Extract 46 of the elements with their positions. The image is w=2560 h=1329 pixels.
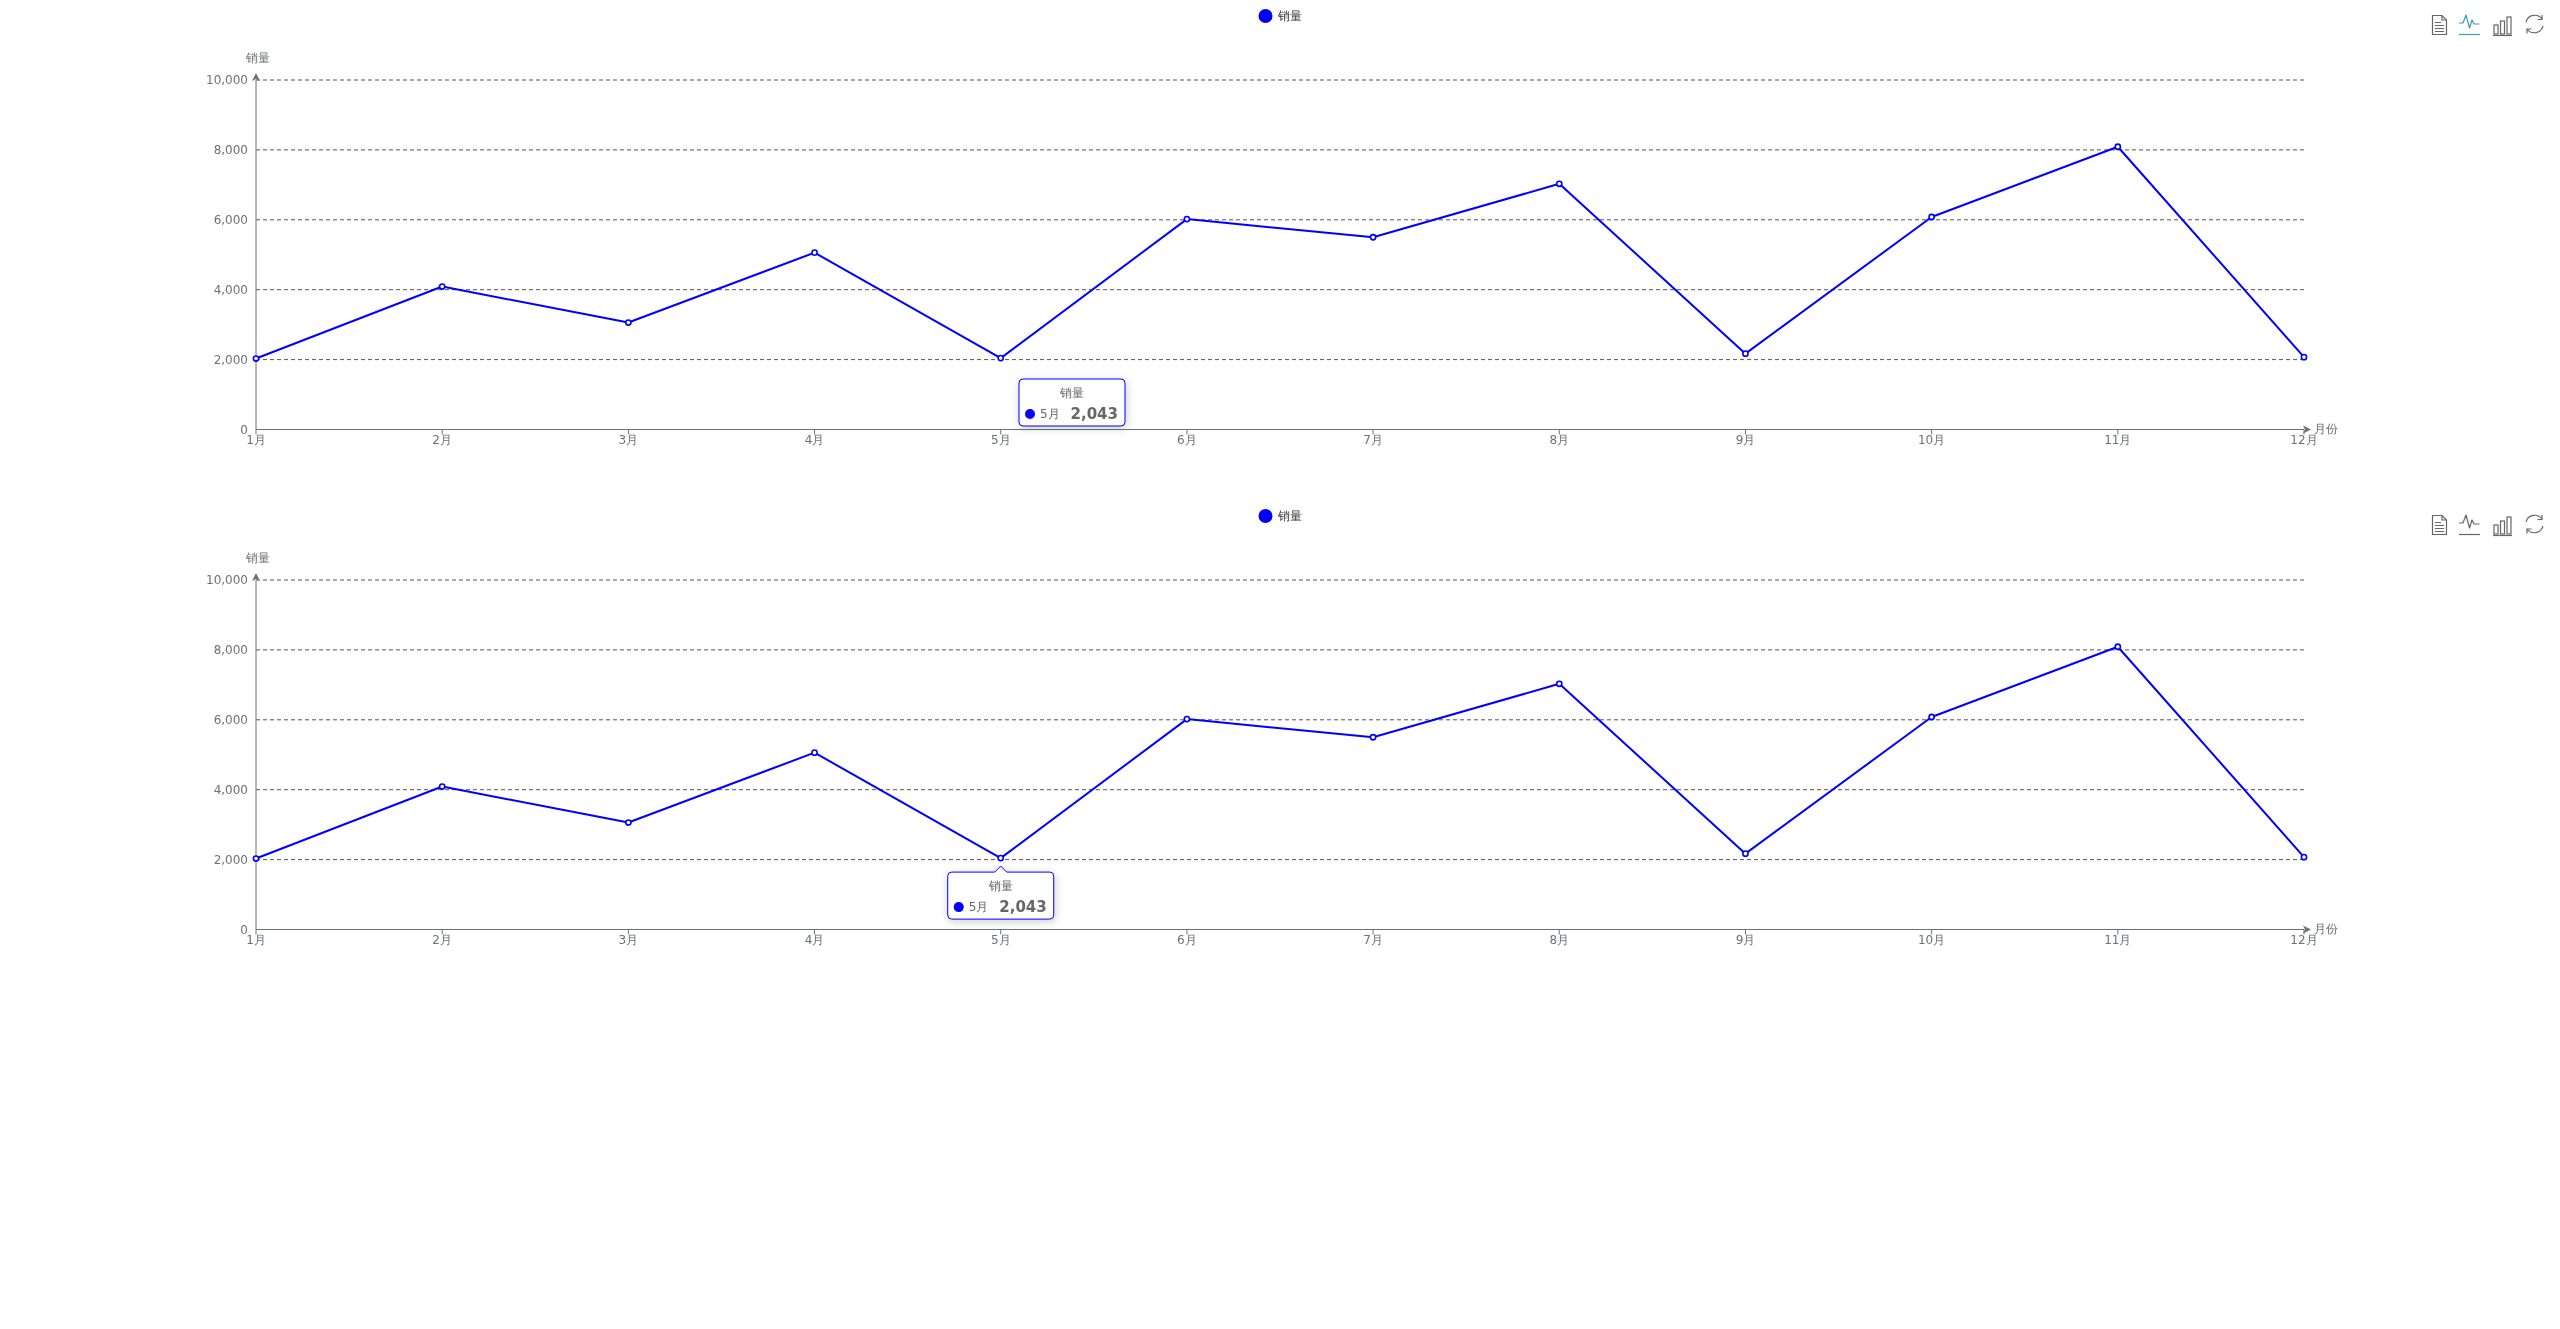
data-label: 2,043 bbox=[999, 897, 1047, 916]
x-tick-label: 7月 bbox=[1363, 932, 1383, 946]
x-tick-label: 10月 bbox=[1918, 432, 1946, 446]
x-tick-label: 3月 bbox=[618, 932, 639, 946]
x-tick-label: 11月 bbox=[2104, 432, 2132, 446]
legend-label: 销量 bbox=[1276, 8, 1302, 23]
x-tick-label: 9月 bbox=[1735, 932, 1756, 946]
y-tick-label: 6,000 bbox=[213, 712, 248, 727]
y-tick-label: 2,000 bbox=[213, 352, 248, 367]
annotation: 销量 bbox=[1059, 385, 1084, 400]
annotation: 5月 bbox=[968, 899, 989, 914]
x-tick-label: 8月 bbox=[1549, 432, 1570, 446]
x-tick-label: 6月 bbox=[1177, 432, 1197, 446]
y-tick-label: 4,000 bbox=[213, 282, 248, 297]
x-tick-label: 7月 bbox=[1363, 432, 1383, 446]
y-tick-label: 0 bbox=[240, 422, 248, 436]
x-tick-label: 6月 bbox=[1177, 932, 1197, 946]
y-tick-label: 8,000 bbox=[213, 642, 248, 657]
y-axis-title: 销量 bbox=[245, 50, 270, 65]
y-tick-label: 4,000 bbox=[213, 782, 248, 797]
x-tick-label: 1月 bbox=[246, 932, 266, 946]
y-tick-label: 6,000 bbox=[213, 212, 248, 227]
legend-label: 销量 bbox=[1276, 508, 1302, 523]
annotation: 销量 bbox=[987, 878, 1013, 893]
x-tick-label: 9月 bbox=[1735, 432, 1756, 446]
x-tick-label: 4月 bbox=[804, 432, 825, 446]
y-tick-label: 10,000 bbox=[206, 572, 248, 587]
x-tick-label: 5月 bbox=[990, 932, 1011, 946]
y-tick-label: 10,000 bbox=[206, 72, 248, 87]
annotation: 5月 bbox=[1040, 406, 1060, 421]
y-axis-title: 销量 bbox=[245, 550, 270, 565]
y-tick-label: 8,000 bbox=[213, 142, 248, 157]
x-tick-label: 4月 bbox=[804, 932, 825, 946]
y-tick-label: 2,000 bbox=[213, 852, 248, 867]
x-tick-label: 1月 bbox=[246, 432, 266, 446]
x-tick-label: 5月 bbox=[990, 432, 1011, 446]
x-tick-label: 2月 bbox=[432, 932, 452, 946]
x-tick-label: 2月 bbox=[432, 432, 452, 446]
y-tick-label: 0 bbox=[240, 922, 248, 936]
x-tick-label: 10月 bbox=[1918, 932, 1946, 946]
x-tick-label: 8月 bbox=[1549, 932, 1570, 946]
annotation: 2,043 bbox=[1070, 404, 1118, 423]
x-tick-label: 11月 bbox=[2104, 932, 2132, 946]
x-tick-label: 3月 bbox=[618, 432, 639, 446]
x-axis-title: 月份 bbox=[2314, 421, 2338, 435]
x-axis-title: 月份 bbox=[2314, 921, 2338, 935]
